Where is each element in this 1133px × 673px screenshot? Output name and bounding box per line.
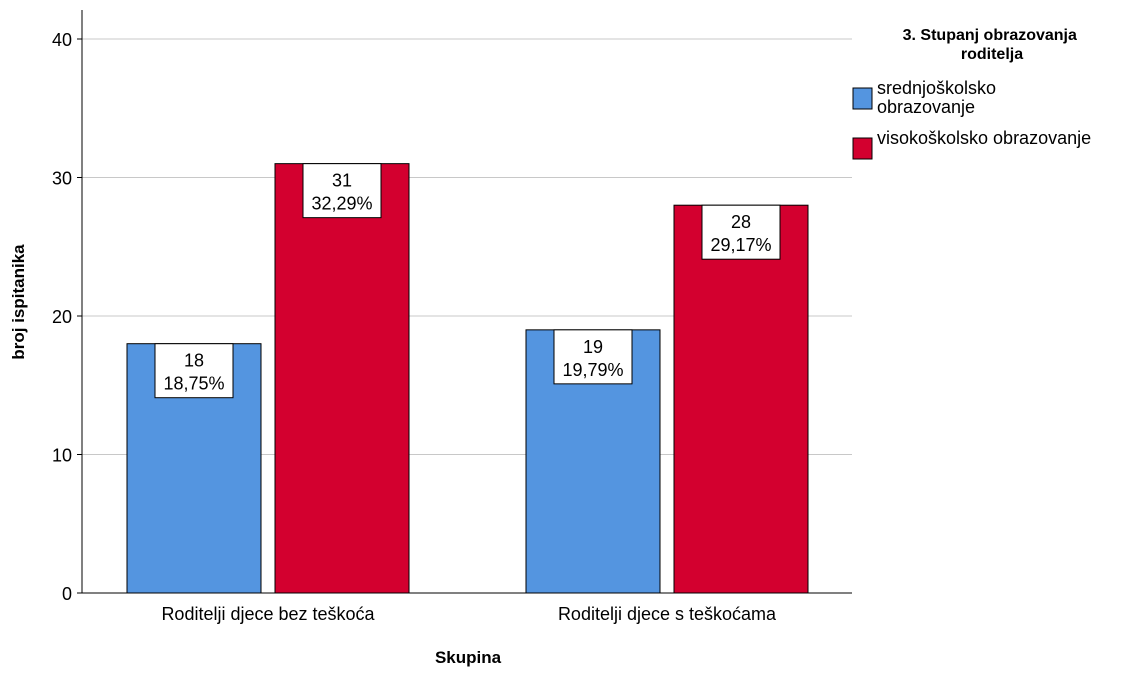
data-label-percent: 32,29%	[311, 194, 372, 214]
data-label-count: 18	[184, 351, 204, 371]
data-label-count: 19	[583, 337, 603, 357]
data-label-percent: 19,79%	[562, 360, 623, 380]
legend-label: obrazovanje	[877, 97, 975, 117]
legend-swatch	[852, 137, 873, 160]
bar	[274, 163, 410, 594]
data-label-percent: 18,75%	[163, 374, 224, 394]
x-axis-title: Skupina	[435, 648, 502, 667]
bars	[126, 163, 809, 594]
data-label-box	[154, 343, 234, 399]
data-label-count: 28	[731, 212, 751, 232]
legend-title: 3. Stupanj obrazovanja roditelja	[903, 27, 1082, 63]
bar	[673, 204, 809, 594]
data-labels: 18 18,75% 31 32,29% 19 19,79% 28 29,17%	[154, 163, 781, 399]
legend-label: srednjoškolsko	[877, 78, 996, 98]
x-tick-label: Roditelji djece s teškoćama	[558, 604, 777, 624]
legend: 3. Stupanj obrazovanja roditelja srednjo…	[852, 27, 1091, 160]
data-label-box	[553, 329, 633, 385]
x-tick-labels: Roditelji djece bez teškoća Roditelji dje…	[161, 604, 777, 624]
data-label-box	[701, 204, 781, 260]
y-tick-label: 40	[52, 30, 72, 50]
y-tick-label: 30	[52, 169, 72, 189]
y-tick-label: 0	[62, 584, 72, 604]
y-tick-label: 10	[52, 446, 72, 466]
data-label-count: 31	[332, 171, 352, 191]
legend-label: visokoškolsko obrazovanje	[877, 128, 1091, 148]
y-axis-title: broj ispitanika	[9, 244, 28, 360]
x-tick-label: Roditelji djece bez teškoća	[161, 604, 375, 624]
y-tick-label: 20	[52, 307, 72, 327]
data-label-box	[302, 163, 382, 219]
y-tick-labels: 0 10 20 30 40	[52, 30, 72, 604]
legend-swatch	[852, 87, 873, 110]
data-label-percent: 29,17%	[710, 235, 771, 255]
